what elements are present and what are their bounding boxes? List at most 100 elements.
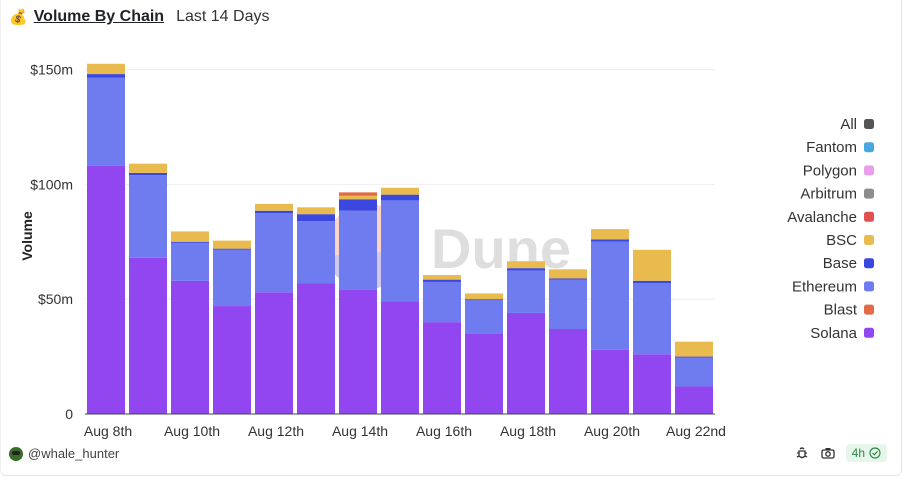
bar-segment-base	[423, 279, 461, 282]
check-circle-icon	[869, 447, 881, 459]
bar-segment-ethereum	[213, 249, 251, 307]
bar-segment-base	[591, 239, 629, 242]
bar-segment-bsc	[675, 341, 713, 357]
bar-segment-base	[633, 280, 671, 284]
bar-segment-bsc	[591, 229, 629, 240]
bar-segment-ethereum	[465, 300, 503, 334]
bar-segment-ethereum	[591, 241, 629, 350]
bar-segment-solana	[171, 280, 209, 414]
bar-segment-solana	[675, 386, 713, 414]
money-bag-icon: 💰	[9, 9, 28, 26]
bar-segment-blast	[339, 192, 377, 196]
bar-segment-solana	[465, 333, 503, 414]
x-tick-label: Aug 22nd	[666, 423, 726, 439]
legend-label-base: Base	[823, 255, 857, 272]
legend-label-bsc: BSC	[826, 232, 857, 249]
legend-swatch-avalanche	[864, 211, 874, 222]
bar-segment-ethereum	[129, 175, 167, 258]
svg-text:Dune: Dune	[431, 217, 571, 280]
bar-segment-base	[129, 172, 167, 176]
chart-subtitle: Last 14 Days	[176, 8, 270, 25]
chart-title[interactable]: Volume By Chain	[33, 8, 165, 25]
bar-segment-base	[549, 278, 587, 280]
bar-segment-base	[507, 268, 545, 271]
bar-segment-bsc	[297, 207, 335, 215]
bar-segment-ethereum	[381, 200, 419, 302]
x-tick-label: Aug 8th	[84, 423, 132, 439]
refresh-badge[interactable]: 4h	[845, 444, 887, 462]
x-tick-label: Aug 14th	[332, 423, 388, 439]
legend-swatch-solana	[864, 327, 874, 338]
bar-segment-bsc	[549, 269, 587, 279]
bar-segment-solana	[297, 283, 335, 414]
legend-label-all: All	[840, 116, 857, 133]
stacked-bar-chart: 0 $50m $100m $150m Dune Aug 8th Aug 10th Aug 12…	[19, 61, 874, 439]
legend-swatch-blast	[864, 304, 874, 315]
bar-segment-solana	[507, 312, 545, 414]
bar-segment-base	[339, 199, 377, 211]
bar-segment-solana	[213, 306, 251, 414]
bar-segment-bsc	[339, 195, 377, 200]
y-tick-label: $150m	[30, 61, 73, 77]
camera-icon[interactable]	[820, 445, 836, 461]
author-name: @whale_hunter	[28, 446, 120, 461]
bar-segment-base	[675, 356, 713, 358]
bar-segment-bsc	[255, 203, 293, 211]
bar-segment-ethereum	[255, 213, 293, 293]
x-tick-label: Aug 12th	[248, 423, 304, 439]
legend-label-solana: Solana	[810, 325, 857, 342]
bar-segment-ethereum	[675, 357, 713, 387]
legend-label-polygon: Polygon	[803, 162, 857, 179]
bar-segment-ethereum	[171, 242, 209, 281]
bar-segment-bsc	[381, 187, 419, 195]
x-tick-label: Aug 20th	[584, 423, 640, 439]
bar-segment-solana	[87, 165, 125, 414]
legend-label-blast: Blast	[824, 302, 858, 319]
legend-label-fantom: Fantom	[806, 139, 857, 156]
bar-segment-bsc	[129, 163, 167, 173]
bar-segment-bsc	[423, 275, 461, 280]
bar-segment-bsc	[171, 231, 209, 242]
bar-segment-bsc	[633, 249, 671, 281]
bug-icon[interactable]	[794, 445, 810, 461]
bar-segment-solana	[549, 329, 587, 414]
x-tick-label: Aug 18th	[500, 423, 556, 439]
y-tick-label: 0	[65, 406, 73, 422]
bar-segment-base	[465, 299, 503, 301]
bar-segment-base	[171, 241, 209, 243]
chart-header: 💰 Volume By Chain Last 14 Days	[9, 6, 269, 28]
legend-swatch-polygon	[864, 165, 874, 176]
legend-label-ethereum: Ethereum	[792, 278, 857, 295]
y-axis-title: Volume	[19, 211, 35, 261]
bar-segment-base	[213, 248, 251, 250]
bar-segment-bsc	[465, 293, 503, 300]
bar-segment-solana	[423, 322, 461, 414]
bar-segment-bsc	[213, 240, 251, 249]
bar-segment-solana	[339, 289, 377, 414]
legend-swatch-ethereum	[864, 281, 874, 292]
legend-label-avalanche: Avalanche	[787, 209, 857, 226]
bar-segment-solana	[255, 292, 293, 414]
bar-segment-solana	[381, 301, 419, 414]
legend-swatch-bsc	[864, 235, 874, 245]
y-tick-label: $100m	[30, 176, 73, 192]
avatar	[9, 446, 23, 461]
legend-swatch-fantom	[864, 142, 874, 153]
bar-segment-bsc	[507, 261, 545, 269]
legend-swatch-arbitrum	[864, 188, 874, 199]
legend-swatch-base	[864, 258, 874, 269]
footer-actions: 4h	[794, 444, 887, 462]
bar-segment-bsc	[87, 63, 125, 75]
bar-segment-ethereum	[339, 210, 377, 290]
x-tick-label: Aug 10th	[164, 423, 220, 439]
bar-segment-base	[255, 210, 293, 214]
author-link[interactable]: @whale_hunter	[9, 446, 119, 461]
bar-segment-solana	[633, 354, 671, 414]
refresh-interval: 4h	[851, 446, 865, 460]
bar-segment-base	[381, 194, 419, 201]
bar-segment-ethereum	[297, 221, 335, 284]
bar-segment-ethereum	[87, 77, 125, 166]
bar-segment-solana	[129, 257, 167, 414]
bar-segment-ethereum	[549, 279, 587, 330]
